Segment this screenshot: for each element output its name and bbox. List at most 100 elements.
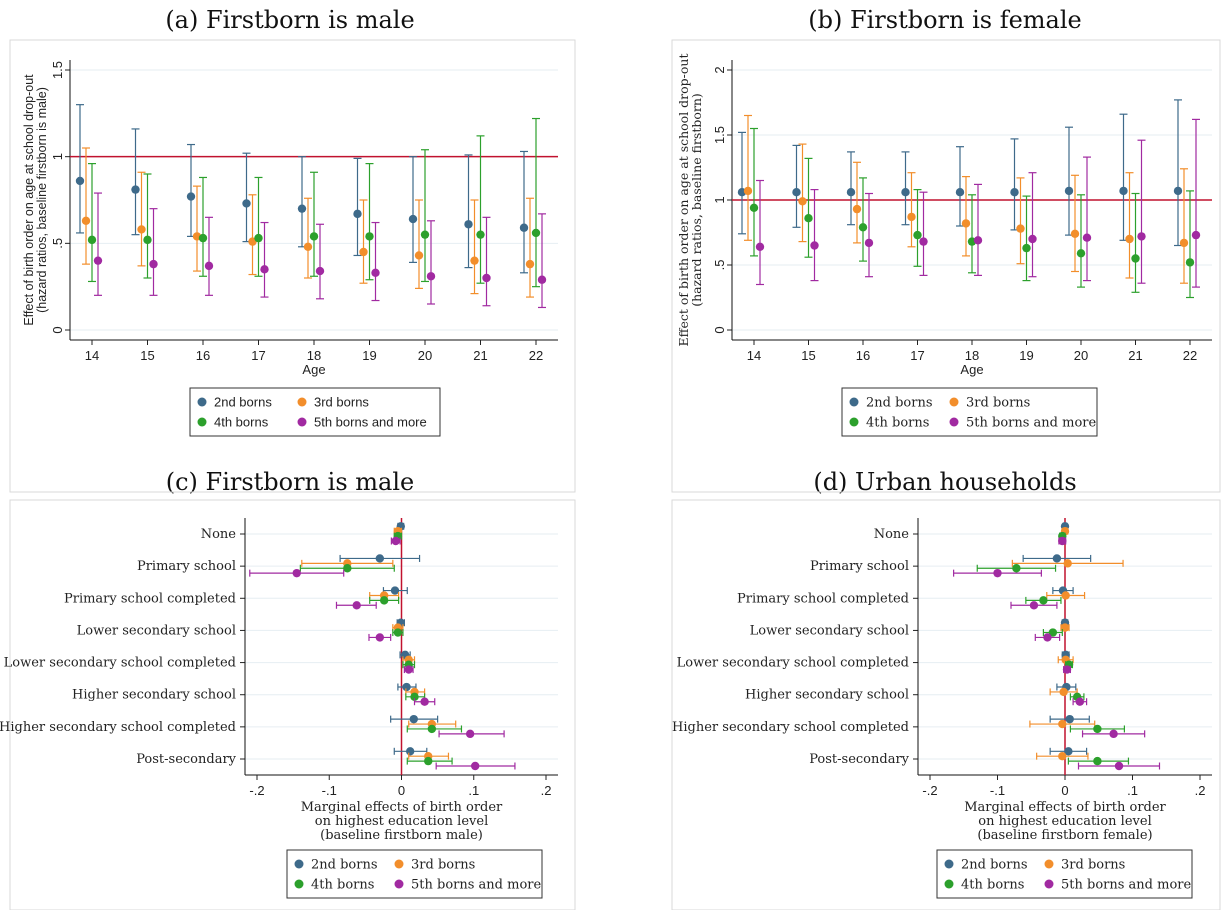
data-point xyxy=(1109,729,1118,739)
legend-label: 5th borns and more xyxy=(966,416,1096,431)
data-point xyxy=(292,568,301,578)
data-point xyxy=(143,235,152,245)
data-point xyxy=(379,596,389,605)
x-tick-label: 22 xyxy=(529,348,543,363)
data-point xyxy=(1059,687,1068,697)
data-point xyxy=(260,265,269,274)
x-tick-label: 22 xyxy=(1183,348,1197,363)
data-point xyxy=(204,261,214,271)
data-point xyxy=(1062,665,1072,674)
x-tick-label: 17 xyxy=(910,348,924,363)
data-point xyxy=(352,601,361,610)
x-tick-label: 20 xyxy=(418,348,432,363)
data-point xyxy=(198,233,208,243)
legend-label: 4th borns xyxy=(311,878,374,893)
data-point xyxy=(1029,601,1039,610)
data-point xyxy=(537,275,547,284)
data-point xyxy=(476,230,485,239)
data-point xyxy=(1058,719,1067,729)
data-point xyxy=(1185,258,1195,267)
x-tick-label: 20 xyxy=(1074,348,1088,363)
legend-marker xyxy=(1044,859,1054,869)
data-point xyxy=(353,209,362,219)
data-point xyxy=(1064,747,1073,756)
data-point xyxy=(1137,232,1146,241)
legend-label: 2nd borns xyxy=(961,858,1028,873)
data-point xyxy=(131,185,140,194)
x-tick-label: 18 xyxy=(965,348,979,363)
legend-box xyxy=(189,387,441,437)
y-axis-title: (hazard ratios, baseline firstborn is ma… xyxy=(35,87,49,313)
legend-marker xyxy=(394,859,404,869)
x-tick-label: 21 xyxy=(473,348,487,363)
data-point xyxy=(242,199,251,208)
y-tick-label: Primary school xyxy=(137,559,236,574)
data-point xyxy=(798,197,807,206)
data-point xyxy=(1114,761,1124,771)
x-tick-label: 0 xyxy=(1061,783,1068,798)
x-tick-label: 14 xyxy=(747,348,761,363)
y-tick-label: Primary school xyxy=(810,559,909,574)
legend-marker xyxy=(944,859,954,869)
y-axis-title: Effect of birth order on age at school d… xyxy=(22,74,36,326)
legend-label: 3rd borns xyxy=(411,858,475,873)
x-tick-label: 16 xyxy=(196,348,210,363)
data-point xyxy=(408,214,418,224)
legend-marker xyxy=(849,397,859,407)
data-point xyxy=(409,714,418,724)
x-axis-title: Marginal effects of birth order xyxy=(964,800,1166,815)
data-point xyxy=(309,232,319,241)
data-point xyxy=(365,232,374,241)
panel-b-title: (b) Firstborn is female xyxy=(808,6,1082,34)
data-point xyxy=(792,188,801,197)
data-point xyxy=(1010,188,1019,197)
data-point xyxy=(465,729,475,739)
data-point xyxy=(1119,186,1128,196)
data-point xyxy=(1064,186,1074,196)
legend-label: 5th borns and more xyxy=(1061,878,1191,893)
data-point xyxy=(1179,238,1189,248)
x-axis-title: Marginal effects of birth order xyxy=(301,800,503,815)
data-point xyxy=(81,216,91,225)
data-point xyxy=(186,192,196,201)
y-tick-label: 0 xyxy=(50,326,65,333)
data-point xyxy=(464,220,473,229)
y-tick-label: 0 xyxy=(712,326,727,333)
y-tick-label: Lower secondary school xyxy=(750,623,909,638)
data-point xyxy=(375,554,385,563)
data-point xyxy=(410,692,419,702)
data-point xyxy=(1061,591,1070,600)
x-tick-label: 17 xyxy=(251,348,265,363)
data-point xyxy=(1082,233,1092,242)
legend-marker xyxy=(297,397,307,407)
data-point xyxy=(852,204,862,214)
legend-label: 3rd borns xyxy=(966,396,1030,411)
data-point xyxy=(391,536,400,546)
x-tick-label: 15 xyxy=(140,348,154,363)
data-point xyxy=(149,259,158,269)
data-point xyxy=(1043,633,1052,642)
panel-b-chart: 0 .5 1 1.5 2 14 15 16 17 18 19 20 21 22 Age Effect of b… xyxy=(671,39,1221,493)
legend-label: 3rd borns xyxy=(1061,858,1125,873)
data-point xyxy=(405,747,415,756)
data-point xyxy=(1016,224,1025,233)
data-point xyxy=(297,204,307,213)
data-point xyxy=(1012,564,1021,573)
x-tick-label: 19 xyxy=(362,348,376,363)
x-tick-label: 15 xyxy=(801,348,815,363)
data-point xyxy=(919,237,928,246)
x-axis-title: (baseline firstborn male) xyxy=(320,828,483,843)
y-tick-label: 2 xyxy=(712,66,727,73)
data-point xyxy=(75,176,85,186)
data-point xyxy=(1131,254,1140,263)
legend-marker xyxy=(294,859,304,869)
y-axis-title: (hazard ratios, baseline firstborn) xyxy=(689,93,704,307)
x-tick-label: 19 xyxy=(1019,348,1033,363)
data-point xyxy=(810,241,819,250)
data-point xyxy=(1075,697,1085,706)
x-axis-title: on highest education level xyxy=(315,814,488,829)
y-tick-label: .5 xyxy=(712,260,727,271)
data-point xyxy=(755,242,765,251)
data-point xyxy=(315,266,325,276)
